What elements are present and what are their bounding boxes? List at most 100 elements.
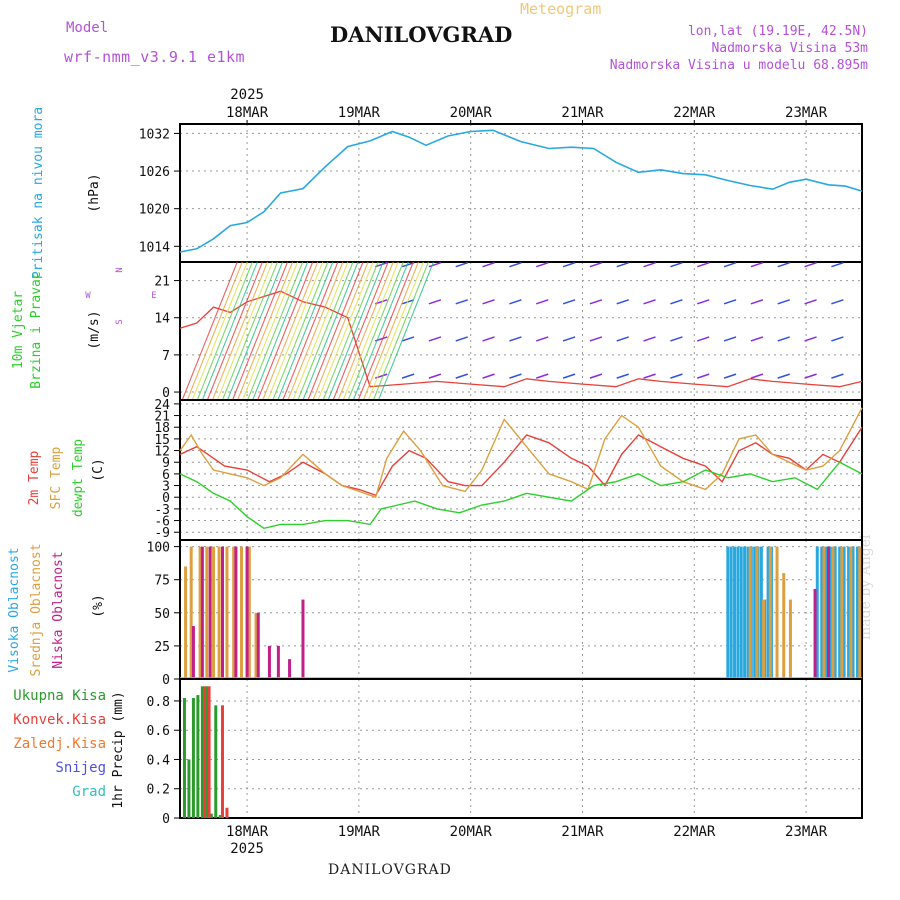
top-year-label: 2025 [230, 87, 264, 103]
cloud-bar-2 [301, 599, 305, 679]
wind-barb [455, 336, 468, 342]
precip-legend-0: Ukupna Kisa [13, 688, 106, 704]
wind-barb [428, 336, 442, 342]
wind-barb [482, 373, 495, 379]
wind-barb [670, 261, 683, 268]
cloud-bar-1 [822, 546, 826, 679]
wind-barb [536, 299, 549, 305]
wind-barb [750, 336, 764, 342]
wind-ytick-label: 0 [162, 386, 170, 401]
wind-barb [536, 373, 549, 379]
wind-barb-early [367, 261, 424, 401]
temperature-ytick-label: -9 [154, 526, 170, 541]
temperature-ytick-label: 6 [162, 468, 170, 483]
wind-barb [643, 336, 656, 342]
wind-barb-early [181, 261, 238, 401]
precip-ytick-label: 0.6 [147, 724, 170, 739]
precip-bar-0 [196, 695, 200, 818]
temperature-ytick-label: 12 [154, 445, 170, 460]
pressure-ytick-label: 1032 [139, 127, 170, 142]
temperature-ytick-label: 24 [154, 398, 170, 413]
top-date-label: 20MAR [450, 105, 493, 121]
cloud-bar-0 [829, 546, 833, 679]
cloud-bar-1 [217, 546, 221, 679]
wind-barb-early [282, 261, 339, 401]
wind-barb [777, 261, 790, 268]
cloud-bar-1 [768, 546, 772, 679]
top-date-label: 23MAR [785, 105, 828, 121]
precip-axis-title: 1hr Precip (mm) [111, 691, 126, 808]
pressure-ytick-label: 1014 [139, 240, 170, 255]
wind-barb [831, 299, 844, 305]
bottom-date-label: 19MAR [338, 824, 381, 840]
wind-barb [723, 261, 737, 268]
wind-barb [804, 299, 817, 305]
wind-barb [643, 373, 656, 379]
bottom-date-label: 22MAR [673, 824, 716, 840]
temperature-ytick-label: 0 [162, 491, 170, 506]
wind-barb [831, 336, 844, 342]
wind-barb [723, 336, 737, 342]
cloud-bar-0 [729, 546, 733, 679]
wind-barb-early [337, 261, 394, 401]
wind-barb-early [216, 261, 273, 401]
cloud-bar-2 [234, 546, 238, 679]
wind-barb [455, 261, 468, 268]
wind-barb [804, 336, 817, 342]
temperature-ytick-label: 3 [162, 480, 170, 495]
model-elevation-label: Nadmorska Visina u modelu 68.895m [609, 58, 868, 73]
wind-barb-early [287, 261, 344, 401]
compass-n: N [115, 267, 125, 272]
cloud-ytick-label: 75 [154, 574, 170, 589]
cloud-bar-1 [232, 546, 236, 679]
wind-barb [562, 261, 576, 268]
footer-station: DANILOVGRAD [328, 862, 452, 878]
precip-bar-0 [205, 686, 209, 818]
wind-barb-early [272, 261, 329, 401]
bottom-date-label: 18MAR [226, 824, 269, 840]
wind-barb-early [252, 261, 309, 401]
temperature-ytick-label: 15 [154, 433, 170, 448]
precip-bar-0 [214, 705, 218, 818]
cloud-bar-0 [847, 546, 851, 679]
cloud-bar-2 [813, 588, 817, 679]
wind-barb [375, 261, 388, 268]
temp-line-2 [179, 461, 863, 530]
cloud-bar-0 [759, 546, 763, 679]
wind-barb-early [312, 261, 369, 401]
cloud-bar-1 [849, 546, 853, 679]
pressure-ytick-label: 1026 [139, 165, 170, 180]
cloud-bar-0 [824, 546, 828, 679]
precip-bar-0 [200, 686, 204, 818]
cloud-bar-0 [842, 546, 846, 679]
temp-line-1 [179, 407, 863, 499]
cloud-bar-1 [254, 612, 258, 679]
wind-barb [616, 261, 629, 268]
wind-barb-early [327, 261, 384, 401]
wind-barb-early [201, 261, 258, 401]
wind-barb-early [221, 261, 278, 401]
cloud-bar-0 [743, 546, 747, 679]
cloud-bar-1 [205, 546, 209, 679]
wind-barb [589, 373, 603, 379]
wind-barb-early [267, 261, 324, 401]
precip-bar-0 [191, 698, 195, 818]
wind-barb [777, 299, 790, 305]
bottom-date-label: 21MAR [561, 824, 604, 840]
cloud-bar-2 [288, 659, 292, 679]
cloud-bar-1 [225, 546, 229, 679]
cloud-bar-1 [788, 599, 792, 679]
precip-bar-1 [225, 807, 229, 818]
precip-bar-1 [220, 705, 224, 818]
wind-ytick-label: 14 [154, 312, 170, 327]
cloud-bar-1 [762, 599, 766, 679]
cloud-bar-0 [736, 546, 740, 679]
precip-bar-1 [203, 686, 207, 818]
elevation-label: Nadmorska Visina 53m [711, 41, 868, 56]
pressure-unit: (hPa) [87, 173, 102, 212]
cloud-ytick-label: 50 [154, 607, 170, 622]
cloud-bar-0 [753, 546, 757, 679]
wind-barb [777, 373, 790, 379]
cloud-bar-0 [739, 546, 743, 679]
station-title: DANILOVGRAD [330, 22, 513, 47]
